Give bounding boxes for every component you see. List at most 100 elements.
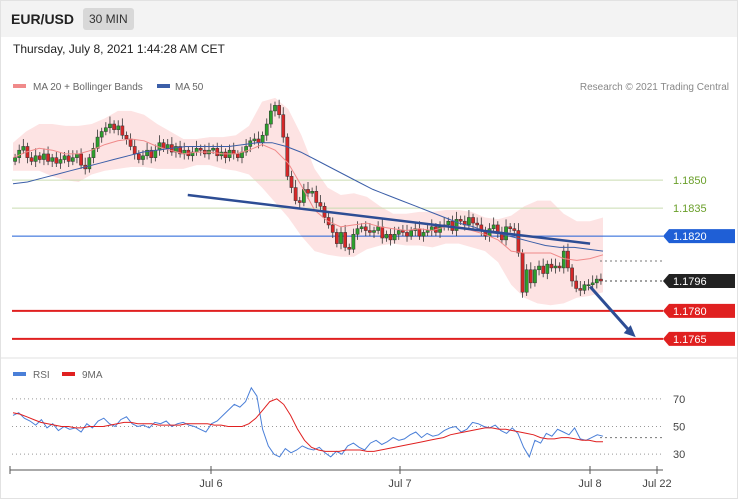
- candle-body: [75, 153, 79, 158]
- candle-body: [13, 157, 17, 162]
- candle-body: [438, 226, 442, 233]
- candle-body: [21, 146, 26, 151]
- candle-body: [42, 153, 46, 160]
- candle-body: [141, 155, 145, 160]
- candle-body: [91, 148, 96, 158]
- level-label: 1.1820: [673, 231, 707, 243]
- level-label: 1.1780: [673, 306, 707, 318]
- candle-body: [417, 228, 422, 237]
- candle-body: [116, 125, 121, 130]
- candle-body: [359, 226, 364, 229]
- candle-body: [458, 219, 463, 222]
- level-label: 1.1796: [673, 276, 707, 288]
- ma9-legend-swatch: [62, 372, 75, 376]
- candle-body: [508, 226, 513, 229]
- candle-body: [306, 189, 310, 194]
- candle-body: [330, 224, 335, 233]
- candle-body: [269, 110, 273, 125]
- candle-body: [277, 105, 281, 115]
- candle-body: [54, 157, 59, 164]
- ma9-legend-label: 9MA: [82, 370, 103, 381]
- candle-body: [520, 252, 525, 293]
- candle-body: [29, 157, 34, 162]
- chart-datetime: Thursday, July 8, 2021 1:44:28 AM CET: [13, 42, 225, 56]
- candle-body: [289, 176, 294, 188]
- ma20-line: [12, 138, 604, 261]
- candle-body: [46, 153, 50, 162]
- rsi-tick-label: 50: [673, 422, 685, 434]
- level-price-tag: [663, 303, 735, 318]
- time-axis-label: Jul 22: [642, 478, 671, 490]
- candle-body: [37, 155, 42, 160]
- candle-body: [260, 134, 265, 143]
- candle-body: [594, 278, 599, 284]
- candle-body: [62, 155, 67, 160]
- rsi-ma-line: [12, 398, 603, 452]
- candle-body: [545, 263, 550, 274]
- candle-body: [570, 267, 574, 282]
- candle-body: [95, 136, 100, 149]
- candle-body: [194, 148, 199, 153]
- ma50-legend-swatch: [157, 84, 170, 88]
- candle-body: [211, 148, 215, 151]
- candle-body: [355, 228, 360, 235]
- chart-header: EUR/USD 30 MIN: [0, 0, 738, 37]
- candle-body: [561, 250, 566, 269]
- time-axis-label: Jul 8: [578, 478, 601, 490]
- candle-body: [215, 148, 220, 157]
- candle-body: [252, 138, 257, 142]
- candle-body: [120, 125, 125, 136]
- candle-body: [421, 232, 426, 237]
- level-price-tag: [663, 331, 735, 346]
- candle-body: [223, 151, 228, 158]
- forecast-arrow-shaft: [588, 285, 631, 333]
- rsi-tick-label: 70: [673, 394, 685, 406]
- candle-body: [524, 269, 529, 293]
- candle-body: [50, 157, 55, 162]
- candle-body: [405, 232, 409, 237]
- candle-body: [132, 146, 137, 155]
- time-axis: Jul 6 Jul 7 Jul 8 Jul 22: [9, 466, 672, 490]
- time-axis-label: Jul 7: [388, 478, 411, 490]
- candle-body: [396, 230, 401, 235]
- candle-body: [273, 105, 277, 112]
- candle-body: [409, 230, 413, 237]
- candle-body: [136, 153, 141, 160]
- candle-body: [339, 232, 343, 244]
- candle-body: [586, 284, 591, 286]
- candle-body: [454, 219, 459, 231]
- candle-body: [343, 232, 347, 248]
- candle-body: [285, 136, 290, 177]
- candle-body: [264, 123, 269, 136]
- ma50-legend-label: MA 50: [175, 82, 204, 93]
- time-axis-label: Jul 6: [199, 478, 222, 490]
- candle-body: [17, 149, 22, 158]
- candle-body: [33, 155, 38, 162]
- candle-body: [318, 202, 323, 207]
- candle-body: [363, 226, 368, 231]
- level-label: 1.1765: [673, 334, 707, 346]
- candle-body: [475, 222, 480, 226]
- candle-body: [425, 230, 430, 233]
- forecast-arrow-head: [623, 325, 636, 338]
- candle-body: [541, 265, 546, 274]
- candle-body: [599, 278, 603, 282]
- timeframe-badge[interactable]: 30 MIN: [83, 8, 134, 30]
- ma20-legend-label: MA 20 + Bollinger Bands: [33, 82, 143, 93]
- candle-body: [244, 146, 248, 153]
- rsi-line: [12, 386, 604, 459]
- candle-body: [66, 155, 71, 162]
- candle-body: [335, 232, 339, 244]
- pair-title: EUR/USD: [11, 11, 75, 27]
- candle-body: [145, 149, 149, 157]
- candle-body: [297, 200, 302, 203]
- rsi-plot: 70 50 30: [12, 386, 685, 461]
- candle-body: [528, 269, 533, 284]
- rsi-tick-label: 30: [673, 449, 685, 461]
- candle-body: [149, 149, 154, 158]
- candle-body: [198, 148, 203, 151]
- candle-body: [178, 146, 182, 155]
- candle-body: [256, 138, 261, 143]
- candle-body: [372, 230, 376, 233]
